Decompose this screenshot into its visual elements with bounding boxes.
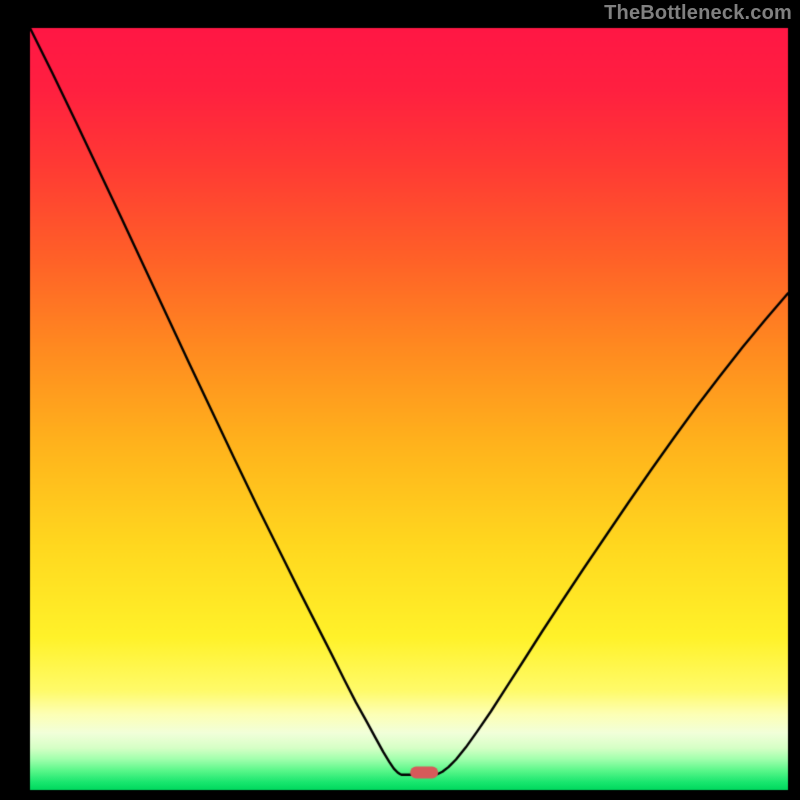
watermark-label: TheBottleneck.com (604, 2, 792, 25)
bottleneck-chart (0, 0, 800, 800)
